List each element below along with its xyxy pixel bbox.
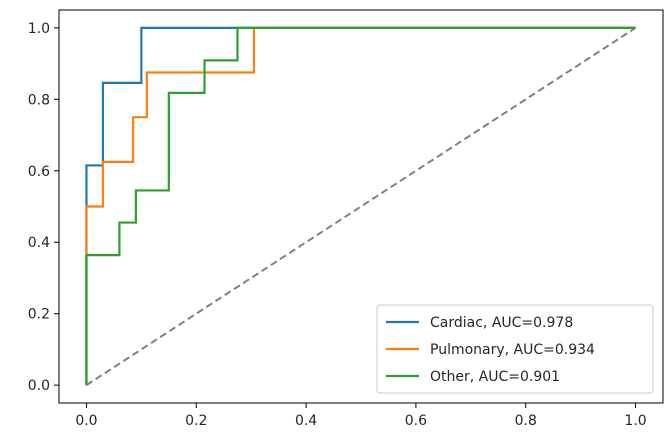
x-tick-label: 0.8 (515, 413, 537, 429)
axes-frame (58, 9, 664, 404)
legend-label-0: Cardiac, AUC=0.978 (430, 315, 573, 331)
y-tick-label: 1.0 (28, 21, 50, 37)
y-tick-label: 0.8 (28, 92, 50, 108)
series-line-1 (85, 26, 636, 386)
x-tick-label: 0.4 (295, 413, 317, 429)
legend: Cardiac, AUC=0.978 Pulmonary, AUC=0.934 Ot… (376, 304, 654, 394)
y-tick-label: 0.6 (28, 164, 50, 180)
plot-area (85, 26, 637, 386)
x-tick-label: 0.2 (185, 413, 207, 429)
series-line-0 (85, 26, 636, 386)
x-tick-label: 0.6 (405, 413, 427, 429)
x-axis: 0.0 0.2 0.4 0.6 0.8 1.0 (75, 403, 647, 429)
x-tick-label: 1.0 (624, 413, 646, 429)
y-tick-label: 0.0 (28, 378, 50, 394)
y-tick-label: 0.4 (28, 235, 50, 251)
legend-label-1: Pulmonary, AUC=0.934 (430, 342, 595, 358)
y-axis: 0.0 0.2 0.4 0.6 0.8 1.0 (28, 21, 59, 394)
legend-box (376, 304, 654, 394)
x-tick-label: 0.0 (75, 413, 97, 429)
reference-diagonal-line (85, 27, 637, 386)
series-line-2 (85, 26, 636, 386)
y-tick-label: 0.2 (28, 307, 50, 323)
legend-label-2: Other, AUC=0.901 (430, 369, 560, 385)
